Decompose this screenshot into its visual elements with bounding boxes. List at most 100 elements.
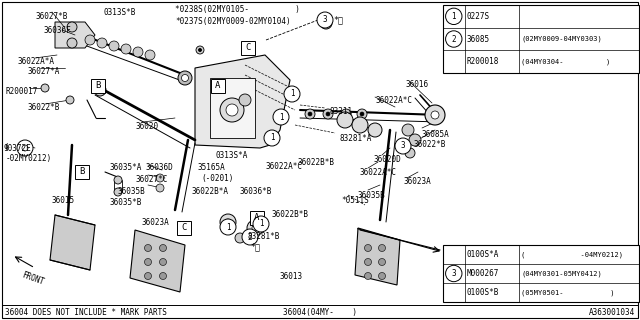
Text: 36036*B: 36036*B <box>239 187 271 196</box>
Circle shape <box>145 273 152 279</box>
Circle shape <box>317 12 333 28</box>
Circle shape <box>341 109 351 119</box>
Text: 36022A*A: 36022A*A <box>18 57 55 66</box>
Bar <box>210 78 255 138</box>
Text: 36016: 36016 <box>406 80 429 89</box>
Text: (05MY0501-           ): (05MY0501- ) <box>522 289 615 296</box>
Text: 0100S*B: 0100S*B <box>467 288 499 297</box>
Text: 36004(04MY-    ): 36004(04MY- ) <box>283 308 357 317</box>
Text: 0313S*B: 0313S*B <box>103 8 136 17</box>
Bar <box>443 245 639 302</box>
Circle shape <box>368 123 382 137</box>
Text: 36022B*B: 36022B*B <box>297 158 334 167</box>
Text: 36035B: 36035B <box>118 187 146 196</box>
Circle shape <box>320 17 332 29</box>
Circle shape <box>445 8 462 25</box>
Circle shape <box>67 22 77 32</box>
Circle shape <box>196 46 204 54</box>
Circle shape <box>242 229 258 245</box>
Circle shape <box>235 233 245 243</box>
Circle shape <box>284 86 300 102</box>
Circle shape <box>156 184 164 192</box>
Circle shape <box>198 49 202 52</box>
Circle shape <box>178 71 192 85</box>
Circle shape <box>114 176 122 184</box>
Circle shape <box>226 104 238 116</box>
Circle shape <box>159 259 166 266</box>
Circle shape <box>225 219 231 225</box>
Circle shape <box>41 84 49 92</box>
Text: 36020: 36020 <box>135 122 158 131</box>
Circle shape <box>365 259 371 266</box>
Bar <box>91 79 105 93</box>
Bar <box>241 41 255 55</box>
Circle shape <box>352 117 368 133</box>
Circle shape <box>378 273 385 279</box>
Circle shape <box>97 87 102 92</box>
Text: R200018: R200018 <box>467 57 499 66</box>
Text: *0237S(02MY0009-02MY0104): *0237S(02MY0009-02MY0104) <box>175 17 291 26</box>
Text: 36004 DOES NOT INCLUDE * MARK PARTS: 36004 DOES NOT INCLUDE * MARK PARTS <box>5 308 167 317</box>
Circle shape <box>182 75 189 82</box>
Text: 36022A*C: 36022A*C <box>359 168 396 177</box>
Text: 36022B*B: 36022B*B <box>272 210 309 219</box>
Text: 83281*A: 83281*A <box>340 134 372 143</box>
Text: 36023A: 36023A <box>404 177 432 186</box>
Circle shape <box>121 44 131 54</box>
Circle shape <box>445 265 462 282</box>
Circle shape <box>17 140 33 156</box>
Circle shape <box>239 94 251 106</box>
Text: M000267: M000267 <box>467 269 499 278</box>
Polygon shape <box>130 230 185 292</box>
Text: C: C <box>181 223 187 233</box>
Text: 36022A*C: 36022A*C <box>266 162 303 171</box>
Text: 3: 3 <box>323 15 327 25</box>
Bar <box>443 5 639 73</box>
Text: (-0201): (-0201) <box>201 174 234 183</box>
Text: 36036F: 36036F <box>44 26 72 35</box>
Circle shape <box>264 130 280 146</box>
Circle shape <box>145 259 152 266</box>
Text: B: B <box>95 82 100 91</box>
Text: 36022B*A: 36022B*A <box>192 187 229 196</box>
Circle shape <box>357 109 367 119</box>
Text: (04MY0301-05MY0412): (04MY0301-05MY0412) <box>522 270 602 277</box>
Text: 36027*C: 36027*C <box>136 175 168 184</box>
Text: 1: 1 <box>269 133 275 142</box>
Circle shape <box>145 244 152 252</box>
Text: 36027*A: 36027*A <box>28 67 60 76</box>
Text: 2: 2 <box>248 233 252 242</box>
Text: 36020D: 36020D <box>374 155 402 164</box>
Circle shape <box>252 225 258 231</box>
Circle shape <box>323 109 333 119</box>
Circle shape <box>365 244 371 252</box>
Circle shape <box>22 145 28 151</box>
Circle shape <box>156 174 164 182</box>
Circle shape <box>97 38 107 48</box>
Circle shape <box>445 31 462 47</box>
Text: 1: 1 <box>259 220 263 228</box>
Text: 2: 2 <box>451 35 456 44</box>
Circle shape <box>402 124 414 136</box>
Text: 36035B: 36035B <box>358 191 386 200</box>
Circle shape <box>305 109 315 119</box>
Text: A: A <box>254 213 260 222</box>
Text: *②: *② <box>250 242 260 251</box>
Text: 90372E: 90372E <box>3 144 31 153</box>
Text: *0511S: *0511S <box>341 196 369 205</box>
Text: (04MY0304-          ): (04MY0304- ) <box>522 59 611 65</box>
Circle shape <box>378 244 385 252</box>
Polygon shape <box>195 55 290 148</box>
Circle shape <box>360 112 364 116</box>
Circle shape <box>66 96 74 104</box>
Circle shape <box>409 134 421 146</box>
Text: FRONT: FRONT <box>20 270 45 286</box>
Text: 36013: 36013 <box>280 272 303 281</box>
Circle shape <box>133 47 143 57</box>
Text: 1: 1 <box>278 113 284 122</box>
Text: (             -04MY0212): ( -04MY0212) <box>522 251 623 258</box>
Circle shape <box>109 41 119 51</box>
Text: 36035*A: 36035*A <box>110 163 142 172</box>
Text: B: B <box>79 167 84 177</box>
Circle shape <box>378 259 385 266</box>
